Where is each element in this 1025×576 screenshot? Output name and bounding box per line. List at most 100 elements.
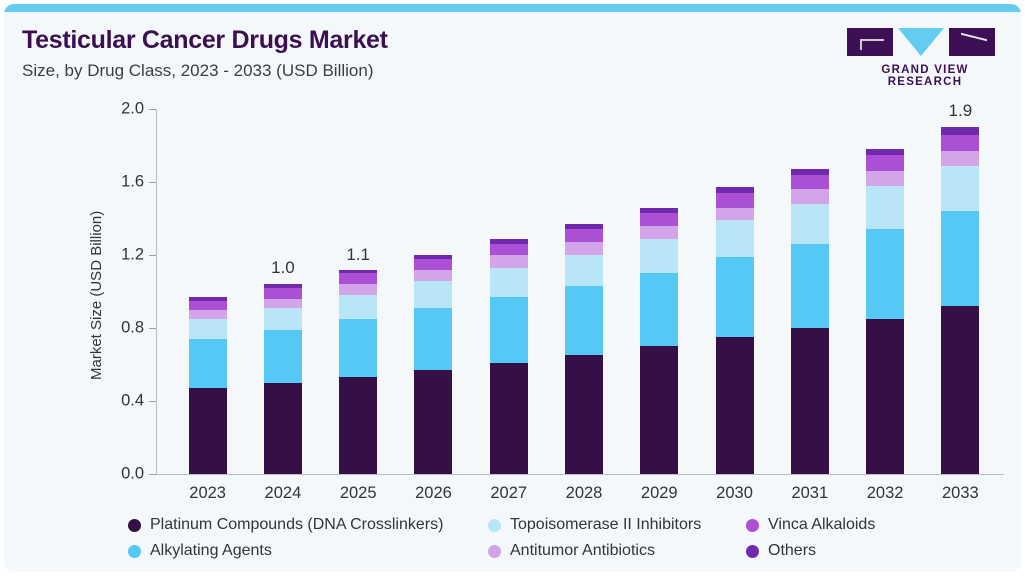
- bar-segment[interactable]: [263, 382, 302, 474]
- bar-segment[interactable]: [790, 174, 829, 190]
- bar-segment[interactable]: [640, 225, 679, 239]
- bar-segment[interactable]: [339, 284, 378, 296]
- bar-segment[interactable]: [941, 211, 980, 307]
- bar-segment[interactable]: [565, 255, 603, 287]
- legend-color-swatch-icon: [746, 544, 759, 558]
- bar-group-2026[interactable]: [414, 109, 453, 474]
- bar-group-2032[interactable]: [866, 109, 905, 474]
- bar-total-label: 1.9: [948, 101, 973, 121]
- bar-segment[interactable]: [790, 328, 829, 474]
- bar-segment[interactable]: [489, 255, 528, 268]
- bar-group-2028[interactable]: [565, 109, 603, 474]
- bar-segment[interactable]: [188, 296, 227, 301]
- bar-segment[interactable]: [489, 296, 528, 363]
- bar-segment[interactable]: [188, 309, 227, 319]
- bar-segment[interactable]: [715, 192, 754, 208]
- brand-logo: GRAND VIEW RESEARCH: [847, 28, 1003, 88]
- bar-segment[interactable]: [640, 346, 679, 474]
- bar-group-2024[interactable]: [263, 109, 302, 474]
- bar-segment[interactable]: [565, 242, 603, 255]
- bar-segment[interactable]: [188, 300, 227, 310]
- bar-segment[interactable]: [790, 189, 829, 204]
- x-axis-tick-label: 2033: [942, 484, 979, 502]
- bar-group-2030[interactable]: [715, 109, 754, 474]
- bar-segment[interactable]: [263, 329, 302, 383]
- legend-item[interactable]: Vinca Alkaloids: [746, 516, 1008, 534]
- bar-segment[interactable]: [565, 355, 603, 474]
- legend-item[interactable]: Alkylating Agents: [128, 542, 488, 560]
- bar-segment[interactable]: [866, 318, 905, 474]
- bar-segment[interactable]: [414, 280, 453, 308]
- bar-segment[interactable]: [715, 207, 754, 221]
- legend-item[interactable]: Topoisomerase II Inhibitors: [488, 516, 746, 534]
- bar-segment[interactable]: [715, 256, 754, 338]
- bar-segment[interactable]: [790, 169, 829, 175]
- bar-group-2025[interactable]: [339, 109, 378, 474]
- legend-item-label: Topoisomerase II Inhibitors: [510, 516, 702, 533]
- legend-color-swatch-icon: [128, 518, 141, 532]
- bar-segment[interactable]: [715, 220, 754, 257]
- y-axis-tick-label: 1.6: [121, 172, 144, 191]
- bar-segment[interactable]: [565, 223, 603, 230]
- bar-group-2029[interactable]: [640, 109, 679, 474]
- bar-segment[interactable]: [640, 213, 679, 226]
- legend-item[interactable]: Others: [746, 542, 1008, 560]
- bar-segment[interactable]: [263, 307, 302, 330]
- bar-segment[interactable]: [866, 154, 905, 172]
- bar-segment[interactable]: [640, 273, 679, 347]
- bar-segment[interactable]: [565, 229, 603, 243]
- bar-segment[interactable]: [489, 362, 528, 474]
- bar-segment[interactable]: [263, 287, 302, 299]
- y-axis-line: [156, 109, 157, 474]
- bar-group-2031[interactable]: [790, 109, 829, 474]
- bar-segment[interactable]: [339, 269, 378, 274]
- bar-segment[interactable]: [489, 238, 528, 245]
- bar-segment[interactable]: [790, 244, 829, 328]
- legend-item[interactable]: Platinum Compounds (DNA Crosslinkers): [128, 516, 488, 534]
- bar-group-2033[interactable]: [941, 109, 980, 474]
- legend-color-swatch-icon: [746, 518, 759, 532]
- bar-segment[interactable]: [941, 150, 980, 166]
- bar-segment[interactable]: [489, 267, 528, 297]
- y-axis-tick-mark: [149, 182, 156, 183]
- bar-segment[interactable]: [489, 244, 528, 255]
- bar-segment[interactable]: [941, 165, 980, 212]
- x-axis-tick-label: 2029: [640, 484, 678, 502]
- bar-segment[interactable]: [941, 127, 980, 135]
- chart-header: Testicular Cancer Drugs Market Size, by …: [22, 26, 388, 81]
- bar-segment[interactable]: [715, 337, 754, 474]
- bar-segment[interactable]: [640, 238, 679, 274]
- x-axis-tick-label: 2027: [490, 484, 528, 502]
- bar-segment[interactable]: [866, 171, 905, 186]
- bar-segment[interactable]: [414, 369, 453, 474]
- bar-segment[interactable]: [941, 134, 980, 151]
- bar-segment[interactable]: [188, 318, 227, 339]
- bar-segment[interactable]: [790, 203, 829, 245]
- page-subtitle: Size, by Drug Class, 2023 - 2033 (USD Bi…: [22, 60, 374, 80]
- bar-segment[interactable]: [263, 298, 302, 308]
- bar-group-2023[interactable]: [188, 109, 227, 474]
- bar-total-label: 1.1: [346, 245, 370, 265]
- bar-segment[interactable]: [866, 149, 905, 155]
- bar-segment[interactable]: [640, 207, 679, 214]
- bar-segment[interactable]: [339, 295, 378, 319]
- legend-item[interactable]: Antitumor Antibiotics: [488, 542, 746, 560]
- bar-segment[interactable]: [188, 388, 227, 474]
- x-axis-tick-label: 2023: [189, 484, 226, 502]
- bar-segment[interactable]: [339, 377, 378, 474]
- bar-segment[interactable]: [866, 185, 905, 230]
- bar-segment[interactable]: [941, 306, 980, 474]
- bar-segment[interactable]: [263, 284, 302, 288]
- bar-segment[interactable]: [565, 286, 603, 356]
- bar-segment[interactable]: [339, 318, 378, 378]
- bar-segment[interactable]: [715, 187, 754, 193]
- bar-segment[interactable]: [866, 229, 905, 319]
- bar-group-2027[interactable]: [489, 109, 528, 474]
- bar-segment[interactable]: [414, 255, 453, 259]
- bar-segment[interactable]: [188, 338, 227, 389]
- y-axis-tick-label: 2.0: [121, 99, 144, 118]
- bar-segment[interactable]: [414, 307, 453, 370]
- bar-segment[interactable]: [414, 269, 453, 281]
- bar-segment[interactable]: [339, 273, 378, 285]
- bar-segment[interactable]: [414, 258, 453, 270]
